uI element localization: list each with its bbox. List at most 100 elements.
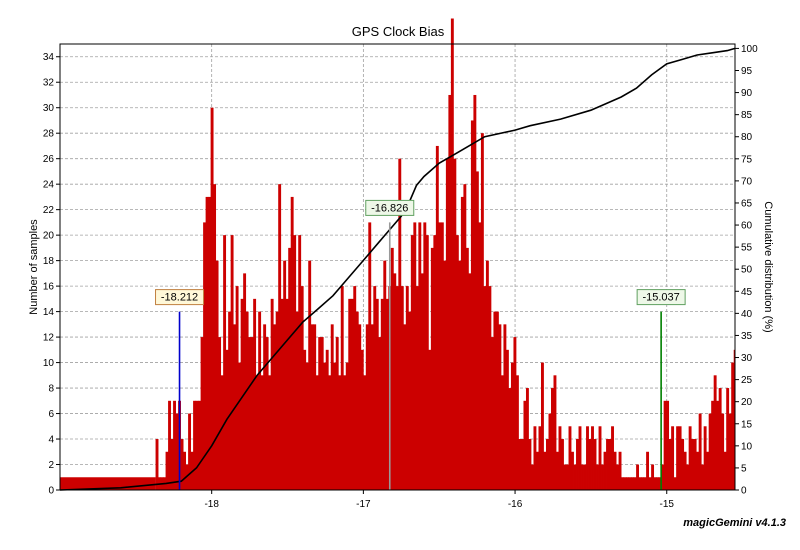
histogram-bar: [448, 94, 452, 490]
histogram-bar: [551, 388, 554, 490]
y-tick-label: 4: [48, 435, 54, 446]
histogram-bar: [315, 375, 319, 490]
chart-title: GPS Clock Bias: [352, 24, 445, 39]
histogram-bar: [393, 273, 397, 490]
histogram-bar: [358, 324, 362, 490]
histogram-bar: [683, 451, 687, 490]
histogram-bar: [633, 477, 637, 490]
histogram-bar: [450, 18, 454, 491]
y-tick-label: 2: [48, 460, 54, 471]
histogram-bar: [328, 375, 332, 490]
histogram-bar: [303, 349, 307, 490]
y-tick-label: 14: [43, 307, 55, 318]
histogram-bar: [723, 451, 727, 490]
histogram-bar: [290, 196, 294, 490]
y-tick-label: 16: [43, 282, 55, 293]
y2-tick-label: 70: [741, 176, 753, 187]
histogram-bar: [701, 464, 705, 490]
y-tick-label: 8: [48, 384, 54, 395]
y2-tick-label: 35: [741, 331, 753, 342]
histogram-bar: [543, 451, 547, 490]
histogram-bar: [576, 439, 579, 490]
histogram-bar: [288, 247, 292, 490]
histogram-bar: [420, 273, 424, 490]
histogram-bar: [478, 222, 482, 490]
marker-label-box: [636, 289, 686, 306]
histogram-bar: [165, 451, 169, 490]
histogram-bar: [370, 324, 374, 490]
y2-tick-label: 30: [741, 353, 753, 364]
y2-tick-label: 95: [741, 66, 753, 77]
histogram-bar: [636, 464, 640, 490]
histogram-bar: [568, 426, 572, 490]
right-axis-ticks: 0 5 10 15 20 25 30 35 40 45 50 55 60 65 70 75 80 85 90 95 10…: [735, 44, 758, 497]
histogram-bar: [273, 324, 277, 490]
y2-tick-label: 50: [741, 265, 753, 276]
histogram-bar: [265, 337, 269, 490]
histogram-bar: [473, 94, 477, 490]
histogram-bar: [530, 464, 534, 490]
histogram-bar: [398, 158, 402, 490]
histogram-bar: [395, 286, 399, 490]
y2-axis-label: Cumulative distribution (%): [762, 201, 774, 332]
y-tick-label: 24: [43, 180, 55, 191]
y-tick-label: 32: [43, 78, 55, 89]
histogram-bar: [711, 400, 715, 490]
marker-label: -16.826: [371, 202, 408, 214]
histogram-bar: [418, 222, 422, 490]
histogram-bar: [155, 439, 159, 490]
histogram-bar: [305, 362, 309, 490]
histogram-bar: [278, 184, 282, 490]
histogram-bar: [280, 298, 284, 490]
histogram-bar: [215, 260, 219, 490]
histogram-bar: [353, 286, 357, 490]
histogram-bar: [658, 477, 662, 490]
histogram-bar: [443, 260, 447, 490]
histogram-bar: [500, 375, 504, 490]
y2-tick-label: 20: [741, 397, 753, 408]
histogram-bar: [245, 311, 249, 490]
histogram-bar: [380, 298, 384, 490]
histogram-bar: [641, 477, 645, 490]
histogram-bar: [210, 107, 214, 490]
histogram-bar: [213, 184, 217, 490]
marker-label-box: [155, 289, 205, 306]
histogram-bar: [368, 222, 372, 490]
y2-tick-label: 0: [741, 486, 747, 497]
histogram-bar: [385, 298, 389, 490]
histogram-bar: [223, 235, 227, 490]
histogram-bar: [653, 477, 657, 490]
y-tick-label: 30: [43, 103, 55, 114]
histogram-bar: [671, 426, 675, 490]
histogram-bar: [373, 286, 377, 490]
y2-tick-label: 15: [741, 419, 753, 430]
histogram-bar: [230, 235, 234, 490]
histogram-bar: [651, 464, 655, 490]
y-tick-label: 12: [43, 333, 55, 344]
histogram-bar: [708, 413, 712, 490]
histogram-bar: [508, 388, 512, 490]
histogram-bar: [578, 426, 582, 490]
histogram-bar: [400, 286, 404, 490]
y2-tick-label: 100: [741, 44, 758, 55]
histogram-bar: [606, 439, 609, 490]
histogram-bar: [611, 426, 614, 490]
histogram-bar: [681, 439, 685, 490]
histogram-bar: [493, 311, 497, 490]
histogram-bar: [335, 337, 339, 490]
histogram-bar: [195, 400, 199, 490]
histogram-bar: [260, 375, 264, 490]
histogram-bar: [175, 413, 179, 490]
histogram-bar: [488, 286, 492, 490]
histogram-bar: [440, 222, 444, 490]
marker-label: -18.212: [161, 292, 198, 304]
histogram-bar: [673, 477, 677, 490]
histogram-bar: [170, 439, 174, 490]
histogram-bar: [591, 426, 594, 490]
histogram-bar: [563, 464, 567, 490]
histogram-bar: [295, 311, 299, 490]
histogram-bar: [188, 413, 192, 490]
histogram-bar: [228, 311, 232, 490]
histogram-bar: [365, 324, 369, 490]
histogram-bar: [383, 260, 387, 490]
